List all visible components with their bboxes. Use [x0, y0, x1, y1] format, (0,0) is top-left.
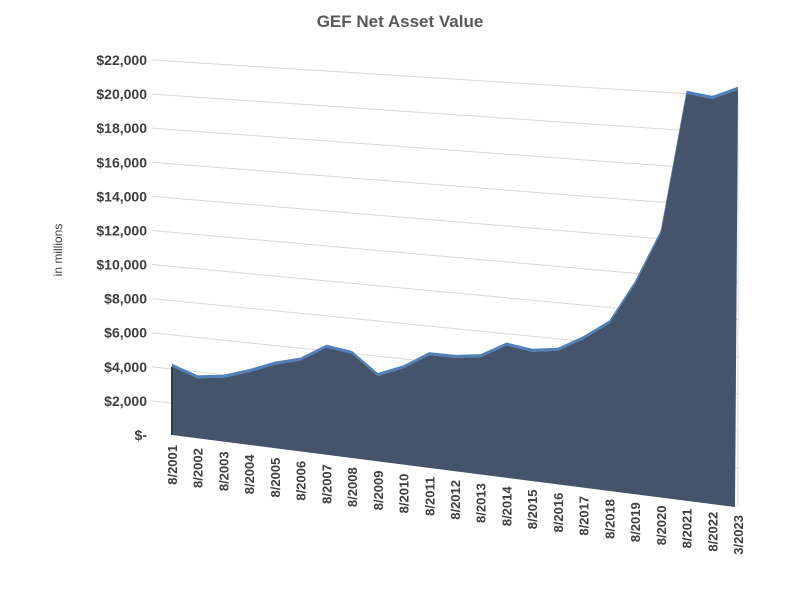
gridline — [151, 195, 739, 246]
x-tick-label: 3/2023 — [731, 515, 746, 555]
y-tick-label: $6,000 — [104, 325, 147, 341]
gridline — [151, 161, 739, 209]
x-tick-label: 8/2013 — [474, 483, 489, 523]
y-tick-label: $22,000 — [96, 52, 147, 68]
y-tick-label: $2,000 — [104, 393, 147, 409]
y-tick-label: $8,000 — [104, 291, 147, 307]
y-tick-label: $- — [135, 427, 148, 443]
y-axis-ticks: $- $2,000 $4,000 $6,000 $8,000 $10,000 $12,000… — [96, 52, 147, 443]
y-tick-label: $20,000 — [96, 86, 147, 102]
x-tick-label: 8/2008 — [345, 467, 360, 507]
x-tick-label: 8/2004 — [242, 454, 257, 495]
x-tick-label: 8/2006 — [294, 461, 309, 501]
y-tick-label: $12,000 — [96, 222, 147, 238]
x-tick-label: 8/2022 — [705, 512, 720, 552]
y-tick-label: $14,000 — [96, 188, 147, 204]
x-tick-label: 8/2021 — [680, 509, 695, 549]
x-tick-label: 8/2010 — [397, 474, 412, 514]
x-tick-label: 8/2005 — [268, 458, 283, 498]
y-tick-label: $18,000 — [96, 120, 147, 136]
x-tick-label: 8/2003 — [217, 451, 232, 491]
y-tick-label: $4,000 — [104, 359, 147, 375]
x-tick-label: 8/2011 — [422, 477, 437, 516]
x-axis-ticks: 8/2001 8/2002 8/2003 8/2004 8/2005 8/2006 8/20… — [165, 445, 746, 555]
x-tick-label: 8/2012 — [448, 480, 463, 520]
x-tick-label: 8/2007 — [319, 464, 334, 504]
y-tick-label: $16,000 — [96, 154, 147, 170]
area-fill — [172, 89, 738, 507]
x-tick-label: 8/2015 — [525, 490, 540, 530]
y-axis-label: in millions — [51, 224, 65, 277]
gridline — [151, 93, 739, 135]
x-tick-label: 8/2014 — [500, 486, 515, 527]
area-series — [171, 86, 738, 507]
gridline — [151, 127, 739, 172]
x-tick-label: 8/2020 — [654, 506, 669, 546]
x-tick-label: 8/2002 — [191, 448, 206, 488]
x-tick-label: 8/2016 — [551, 493, 566, 533]
y-tick-label: $10,000 — [96, 257, 147, 273]
gridline — [151, 59, 739, 98]
chart-title: GEF Net Asset Value — [317, 12, 484, 31]
x-tick-label: 8/2017 — [577, 496, 592, 536]
x-tick-label: 8/2018 — [602, 499, 617, 539]
x-tick-label: 8/2001 — [165, 445, 180, 485]
x-tick-label: 8/2019 — [628, 502, 643, 542]
x-tick-label: 8/2009 — [371, 471, 386, 511]
